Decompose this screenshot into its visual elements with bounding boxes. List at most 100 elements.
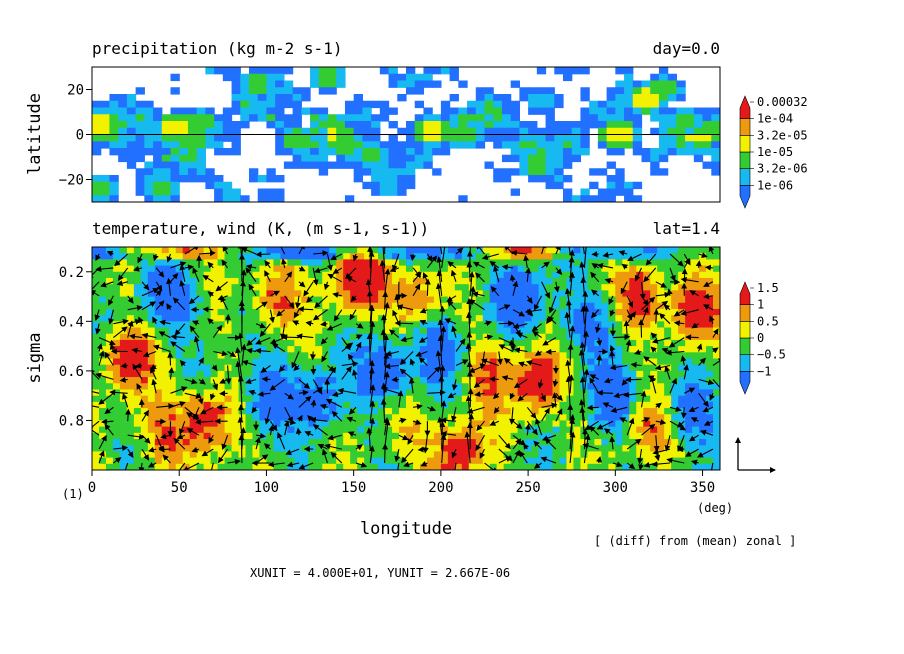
wind-vector	[255, 322, 267, 329]
precip-cell	[379, 148, 390, 156]
temp-cell	[587, 370, 595, 378]
precip-cell	[170, 148, 180, 156]
precip-cell	[344, 161, 355, 169]
precip-cell	[510, 141, 520, 149]
temp-cell	[419, 346, 428, 353]
temp-cell	[112, 420, 121, 428]
temp-cell	[433, 315, 442, 322]
temp-cell	[161, 439, 170, 446]
wind-vector	[227, 458, 241, 465]
temp-cell	[217, 327, 226, 335]
precip-cell	[275, 134, 285, 142]
temp-cell	[531, 271, 540, 279]
temp-cell	[371, 339, 379, 347]
temp-cell	[105, 290, 114, 298]
precip-cell	[606, 175, 616, 183]
temp-cell	[357, 296, 365, 304]
temp-cell	[517, 377, 526, 384]
temp-cell	[259, 408, 268, 415]
temp-cell	[531, 370, 540, 378]
temp-cell	[713, 271, 720, 279]
temp-cell	[685, 339, 693, 347]
temp-cell	[636, 389, 644, 397]
temp-cell	[406, 364, 414, 372]
temp-cell	[259, 439, 268, 446]
precip-cell	[170, 141, 180, 149]
wind-vector	[269, 378, 286, 391]
temp-cell	[126, 445, 135, 453]
temp-cell	[426, 370, 435, 378]
temp-cell	[454, 253, 463, 260]
temp-cell	[315, 333, 323, 341]
wind-vector	[296, 414, 303, 422]
temp-cell	[392, 358, 400, 366]
precip-cell	[414, 114, 425, 122]
temp-x-tick-label: 300	[603, 480, 628, 496]
wind-vector	[590, 309, 600, 319]
temp-cell	[287, 426, 295, 434]
precip-cell	[458, 80, 468, 88]
wind-vector	[208, 434, 215, 444]
temp-cell	[643, 432, 651, 440]
wind-vector	[637, 449, 644, 465]
precip-cell	[632, 107, 643, 115]
temp-cell	[140, 420, 149, 428]
temp-cell	[650, 457, 658, 465]
temp-cell	[713, 445, 720, 453]
temp-cell	[98, 308, 107, 316]
wind-vector	[176, 433, 186, 440]
temp-cell	[322, 253, 330, 260]
temp-cell	[371, 327, 379, 335]
temp-cell	[545, 389, 554, 397]
temp-cell	[685, 439, 693, 446]
wind-vector	[398, 434, 409, 441]
temp-cell	[399, 370, 407, 378]
temp-cell	[629, 284, 637, 291]
temp-cell	[685, 445, 693, 453]
temp-cell	[517, 290, 526, 298]
temp-cell	[168, 290, 177, 298]
temp-cell	[685, 401, 693, 409]
wind-vector	[207, 291, 215, 298]
wind-vector	[691, 459, 699, 466]
temp-cell	[636, 451, 644, 459]
temp-cell	[671, 265, 679, 273]
temp-cell	[301, 370, 309, 378]
temp-cell	[685, 247, 693, 254]
precip-cell	[126, 141, 137, 149]
temp-cell	[322, 290, 330, 298]
wind-vector	[208, 462, 215, 470]
temp-cell	[119, 339, 128, 347]
temp-cell	[524, 383, 533, 391]
temp-cell	[685, 296, 693, 304]
precip-cell	[214, 148, 224, 156]
wind-vector	[447, 392, 457, 399]
temp-cell	[315, 271, 323, 279]
temp-cell	[105, 395, 114, 403]
temp-cell	[517, 296, 526, 304]
temp-cell	[371, 259, 379, 267]
precip-cell	[501, 168, 512, 176]
precip-cell	[606, 100, 616, 109]
temp-cell	[92, 426, 100, 434]
wind-vector	[241, 360, 257, 367]
wind-vector	[155, 267, 165, 278]
precip-cell	[545, 121, 555, 129]
temp-cell	[433, 247, 442, 254]
temp-cell	[706, 451, 714, 459]
temp-cell	[524, 327, 533, 335]
temp-cell	[140, 259, 149, 267]
temp-cell	[608, 445, 616, 453]
wind-vector	[664, 435, 671, 452]
temp-cell	[385, 296, 393, 304]
temp-cell	[636, 302, 644, 310]
temp-cell	[489, 432, 498, 440]
temp-cell	[475, 432, 484, 440]
temp-cell	[161, 271, 170, 279]
temp-cell	[706, 339, 714, 347]
precip-cell	[519, 141, 529, 149]
temp-cell	[189, 395, 198, 403]
temp-cell	[336, 333, 344, 341]
temp-cell	[147, 432, 156, 440]
temp-cell	[343, 321, 351, 329]
